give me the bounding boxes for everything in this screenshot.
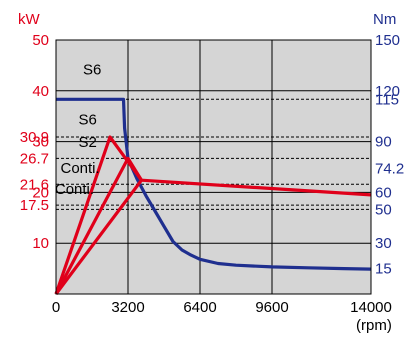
power-tick-label: 26.7: [20, 150, 49, 167]
rpm-tick-label: 9600: [255, 299, 288, 316]
rpm-tick-label: 6400: [183, 299, 216, 316]
rpm-unit-label: (rpm): [356, 317, 392, 334]
power-tick-label: 30.9: [20, 129, 49, 146]
torque-tick-label: 60: [375, 184, 392, 201]
rpm-tick-label: 14000: [350, 299, 392, 316]
torque-tick-label: 150: [375, 32, 400, 49]
torque-curve: [56, 97, 372, 271]
torque-tick-label: 74.2: [375, 160, 404, 177]
curve-label: S6: [79, 111, 97, 128]
power-tick-label: 30: [32, 134, 49, 151]
torque-tick-label: 90: [375, 134, 392, 151]
torque-unit-label: Nm: [373, 11, 396, 28]
rpm-tick-label: 3200: [111, 299, 144, 316]
power-curve-1: [54, 135, 372, 295]
power-tick-label: 50: [32, 32, 49, 49]
power-tick-label: 21.6: [20, 176, 49, 193]
rpm-tick-label: 0: [52, 299, 60, 316]
reference-lines: [56, 98, 371, 210]
curve-label: Conti.: [55, 181, 94, 198]
curve-label: S2: [79, 134, 97, 151]
power-curve-3: [54, 179, 143, 295]
power-tick-label: 20: [32, 184, 49, 201]
plot-frame: [55, 39, 372, 295]
power-tick-label: 10: [32, 235, 49, 252]
plot-area: [56, 40, 371, 294]
torque-tick-label: 50: [375, 201, 392, 218]
power-unit-label: kW: [18, 11, 41, 28]
torque-tick-label: 15: [375, 261, 392, 278]
power-tick-label: 40: [32, 83, 49, 100]
series-lines: [54, 97, 372, 295]
torque-tick-label: 30: [375, 235, 392, 252]
torque-tick-label: 115: [375, 91, 399, 108]
curve-label: S6: [83, 62, 101, 79]
rpm-axis-ticks: 0 3200 6400 9600 14000: [52, 299, 392, 316]
curve-labels: S6 S6 S2 Conti. Conti.: [55, 62, 101, 198]
torque-tick-label: 120: [375, 83, 400, 100]
power-tick-label: 17.5: [20, 197, 49, 214]
curve-label: Conti.: [61, 160, 100, 177]
power-curve-2: [54, 156, 143, 295]
